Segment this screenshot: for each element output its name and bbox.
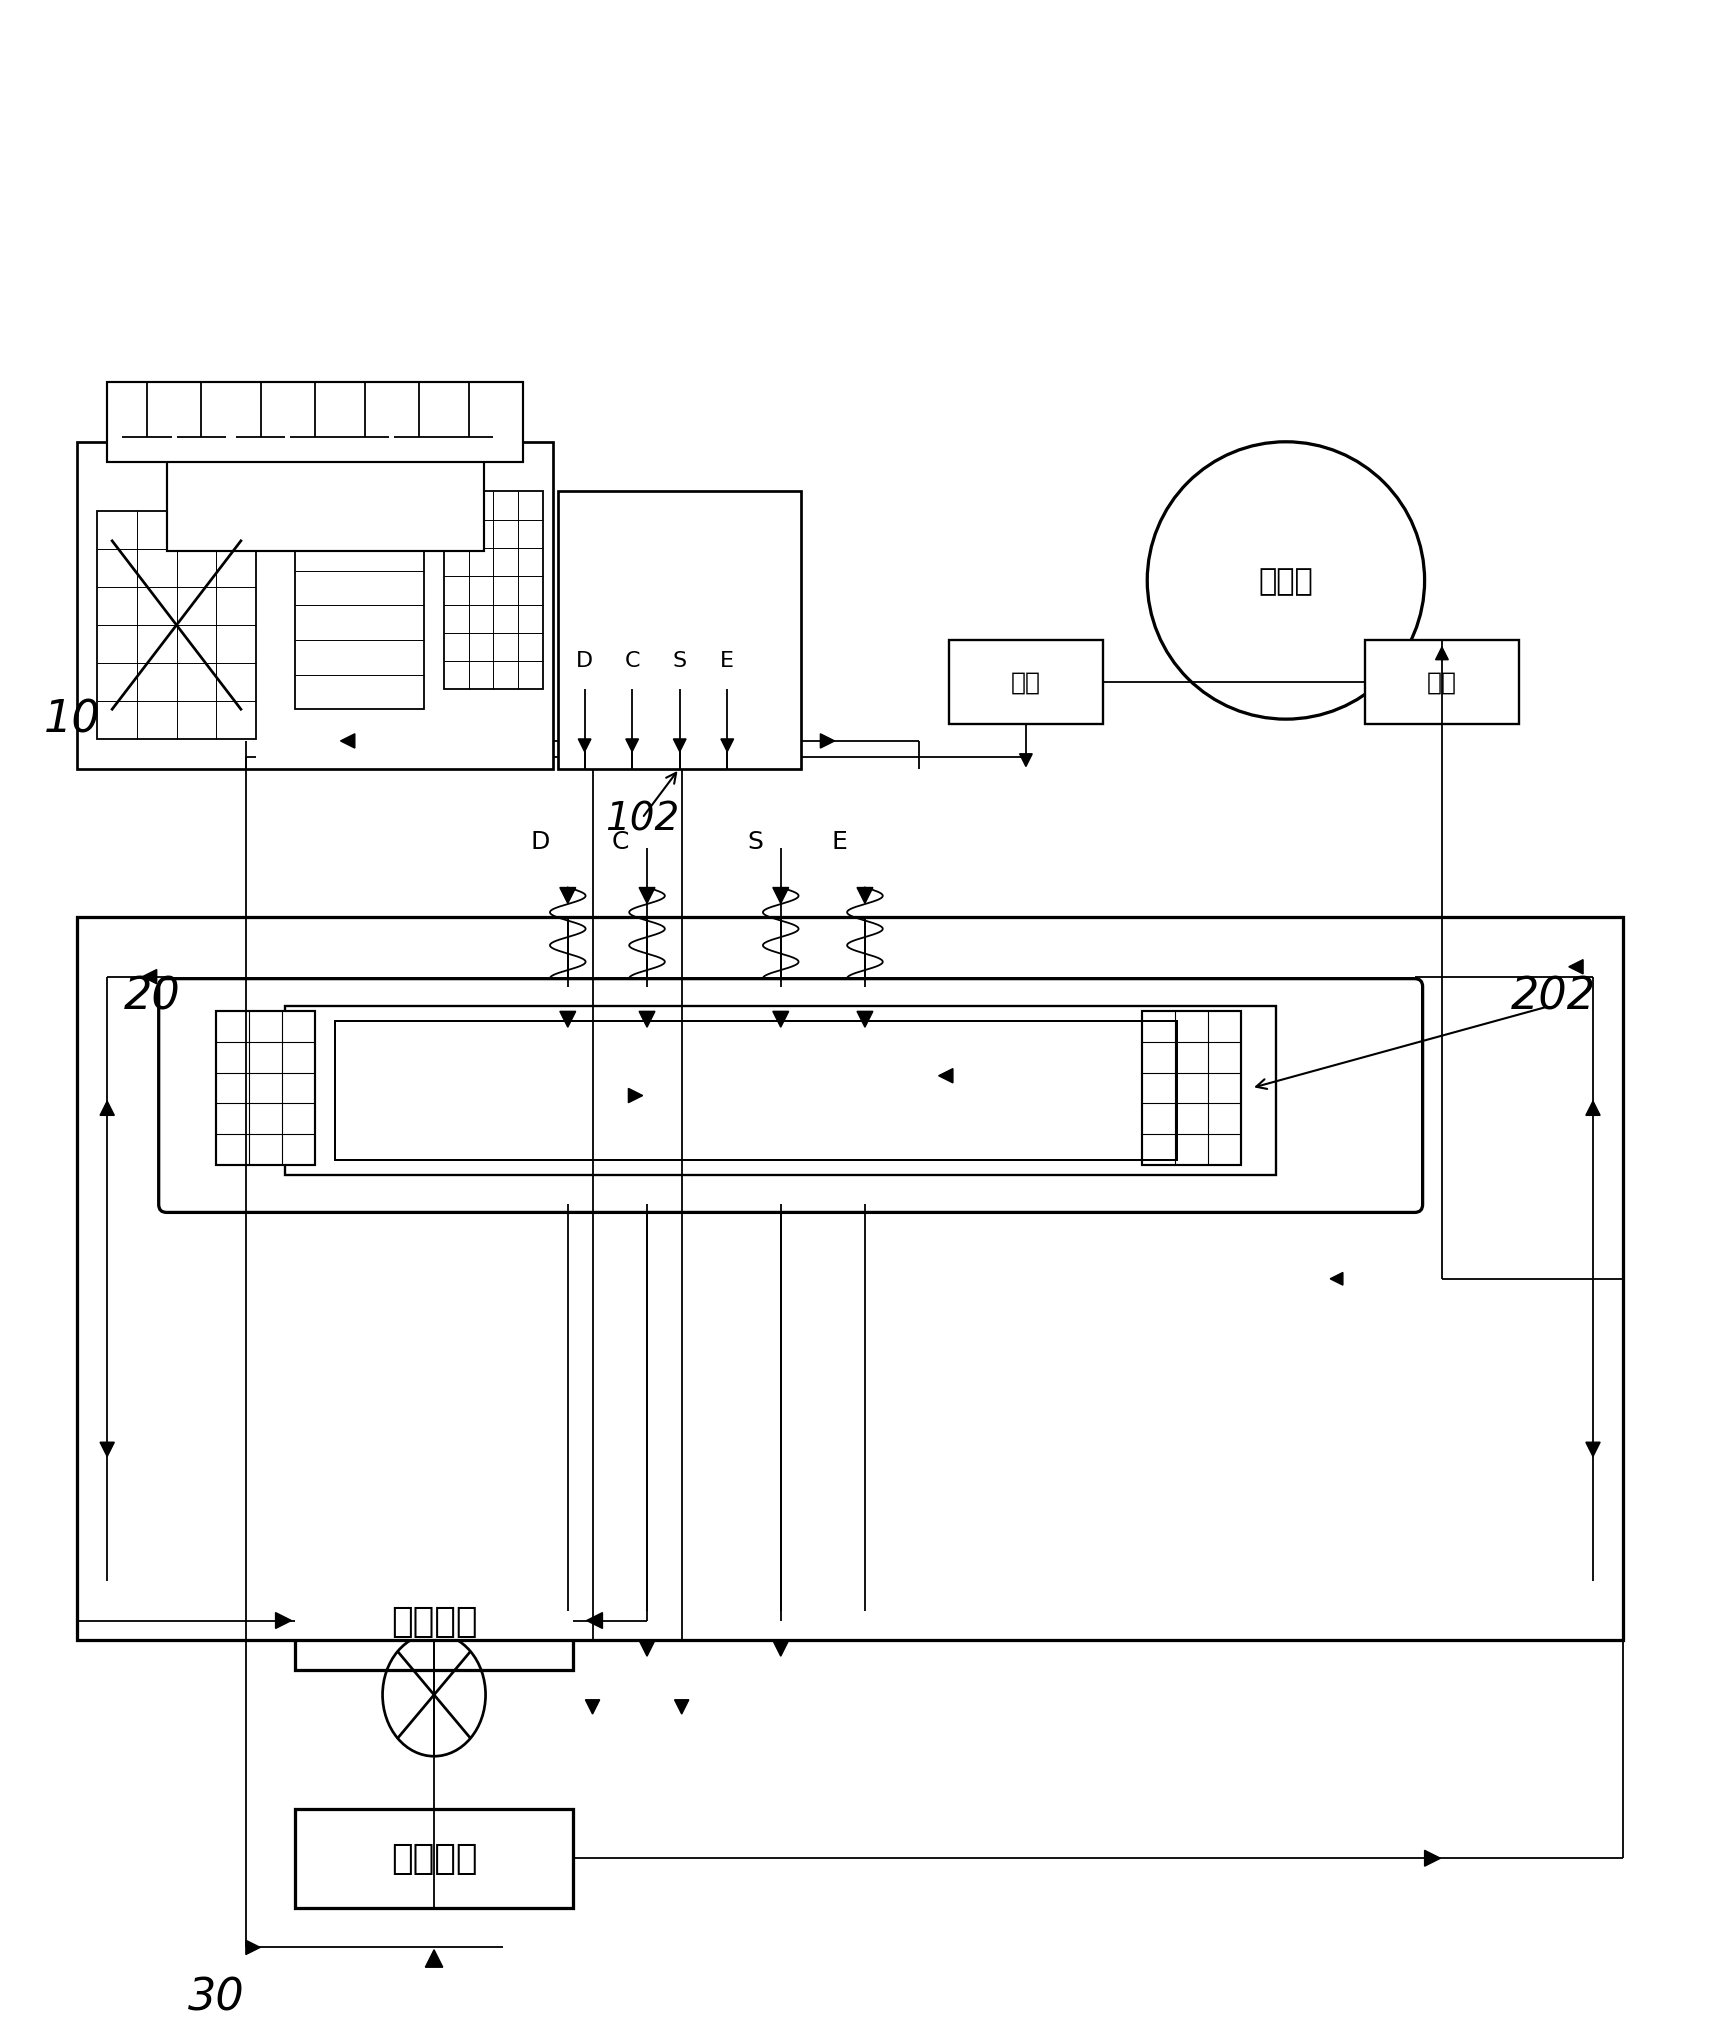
Polygon shape <box>1019 755 1033 767</box>
Text: S: S <box>673 650 687 670</box>
Polygon shape <box>100 1102 115 1117</box>
Polygon shape <box>639 887 655 903</box>
Polygon shape <box>586 1612 603 1628</box>
Polygon shape <box>579 739 591 753</box>
Polygon shape <box>857 887 873 903</box>
Bar <box>443 491 543 690</box>
Bar <box>295 1809 572 1908</box>
Polygon shape <box>722 739 734 753</box>
Polygon shape <box>639 1011 655 1027</box>
Polygon shape <box>773 887 789 903</box>
Bar <box>295 1571 572 1671</box>
Polygon shape <box>1330 1273 1343 1285</box>
Polygon shape <box>426 1949 443 1967</box>
Polygon shape <box>1586 1443 1599 1458</box>
Text: 室内机组: 室内机组 <box>390 1841 478 1876</box>
Polygon shape <box>1436 648 1448 660</box>
Polygon shape <box>625 739 639 753</box>
Polygon shape <box>100 1443 115 1458</box>
Text: 20: 20 <box>124 976 180 1019</box>
Text: 压缩机: 压缩机 <box>1259 566 1313 595</box>
Text: C: C <box>612 830 629 853</box>
Text: 10: 10 <box>45 698 101 741</box>
Polygon shape <box>1586 1102 1599 1117</box>
Bar <box>167 447 483 552</box>
Bar <box>335 1021 1177 1161</box>
FancyBboxPatch shape <box>158 978 1423 1212</box>
Polygon shape <box>673 739 685 753</box>
Polygon shape <box>275 1612 292 1628</box>
Polygon shape <box>938 1070 953 1084</box>
Polygon shape <box>560 887 576 903</box>
Bar <box>285 1007 1276 1175</box>
Polygon shape <box>1424 1851 1440 1866</box>
Polygon shape <box>340 735 356 749</box>
Polygon shape <box>821 735 835 749</box>
Bar <box>1366 641 1519 725</box>
Polygon shape <box>639 1640 655 1656</box>
Polygon shape <box>560 1011 576 1027</box>
Text: 202: 202 <box>1510 976 1596 1019</box>
Text: E: E <box>720 650 734 670</box>
Text: D: D <box>576 650 593 670</box>
Text: 102: 102 <box>605 800 679 838</box>
Polygon shape <box>773 1011 789 1027</box>
Bar <box>1142 1011 1242 1165</box>
Text: 30: 30 <box>187 1975 244 2018</box>
Text: 入口: 入口 <box>1428 670 1457 694</box>
Polygon shape <box>857 1011 873 1027</box>
Polygon shape <box>143 970 156 985</box>
Bar <box>295 501 424 710</box>
Polygon shape <box>629 1088 643 1102</box>
Text: D: D <box>531 830 550 853</box>
Polygon shape <box>773 1640 789 1656</box>
Text: S: S <box>747 830 763 853</box>
Text: 室外机组: 室外机组 <box>390 1604 478 1638</box>
Text: C: C <box>624 650 639 670</box>
Polygon shape <box>246 1941 259 1955</box>
Bar <box>948 641 1103 725</box>
Bar <box>216 1011 314 1165</box>
Text: E: E <box>832 830 847 853</box>
Polygon shape <box>675 1699 689 1713</box>
Bar <box>77 443 553 769</box>
Polygon shape <box>586 1699 600 1713</box>
Polygon shape <box>1569 960 1582 974</box>
Bar <box>107 384 524 463</box>
Bar <box>98 512 256 739</box>
Bar <box>558 491 801 769</box>
Text: 出口: 出口 <box>1010 670 1041 694</box>
Bar <box>77 918 1624 1640</box>
